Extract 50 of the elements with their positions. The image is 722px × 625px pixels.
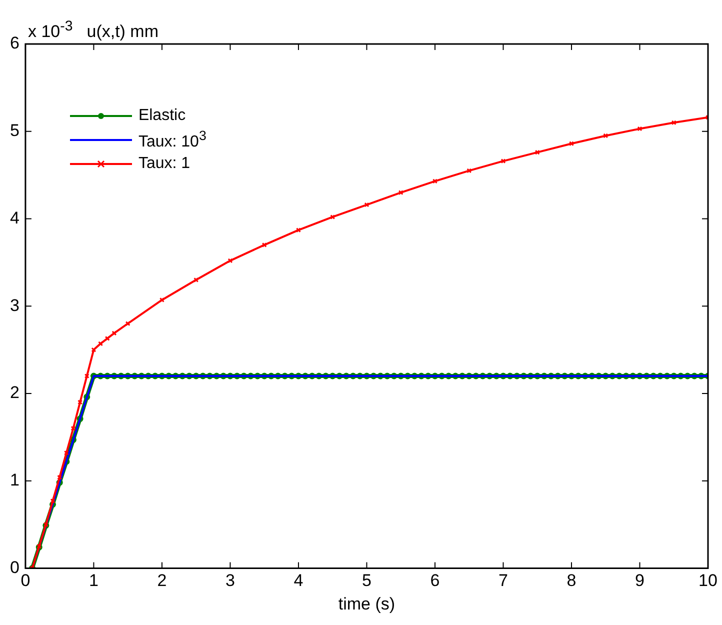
y-tick-label: 2 [10, 383, 20, 402]
x-axis-title: time (s) [338, 594, 396, 614]
point [330, 214, 336, 220]
legend-label: Taux: 10$^{3}$ [138, 128, 206, 152]
legend-label: Elastic [138, 107, 186, 125]
point [70, 426, 76, 431]
text: x 10$^{-3}$ [28, 18, 73, 41]
point [500, 158, 506, 164]
x-tick-label: 7 [498, 571, 508, 590]
point [534, 150, 540, 155]
x-tick-label: 4 [294, 571, 304, 590]
x-tick-label: 5 [362, 571, 372, 590]
point [568, 141, 574, 146]
x-tick-label: 10 [698, 571, 718, 590]
point [112, 330, 117, 336]
point [364, 202, 370, 208]
point [398, 190, 404, 196]
point [159, 297, 164, 302]
point [637, 126, 642, 132]
point [296, 228, 301, 233]
point [78, 400, 83, 405]
x-tick-label: 9 [635, 571, 644, 590]
point [84, 373, 90, 379]
x-tick-label: 8 [566, 571, 576, 590]
point [64, 450, 69, 456]
x-tick-label: 6 [430, 571, 440, 590]
point [98, 341, 104, 346]
y-tick-label: 4 [10, 208, 20, 228]
y-axis-title: u(x,t) mm [86, 22, 159, 41]
point [194, 277, 199, 282]
point [466, 168, 472, 174]
point [57, 474, 62, 480]
x-tick-label: 2 [157, 571, 167, 590]
y-tick-label: 1 [10, 470, 20, 490]
point [671, 120, 676, 126]
y-tick-label: 5 [10, 121, 20, 140]
x-tick-label: 1 [88, 571, 98, 590]
point [104, 336, 110, 341]
y-tick-label: 3 [10, 296, 20, 315]
point [50, 498, 56, 504]
x-tick-label: 3 [225, 571, 235, 590]
legend-label: Taux: 1 [138, 155, 190, 173]
point [603, 133, 608, 138]
y-tick-label: 6 [10, 34, 20, 53]
point [262, 242, 267, 248]
point [228, 258, 233, 264]
point [432, 178, 438, 184]
point [125, 321, 130, 326]
point [91, 347, 96, 352]
y-tick-label: 0 [10, 558, 20, 577]
